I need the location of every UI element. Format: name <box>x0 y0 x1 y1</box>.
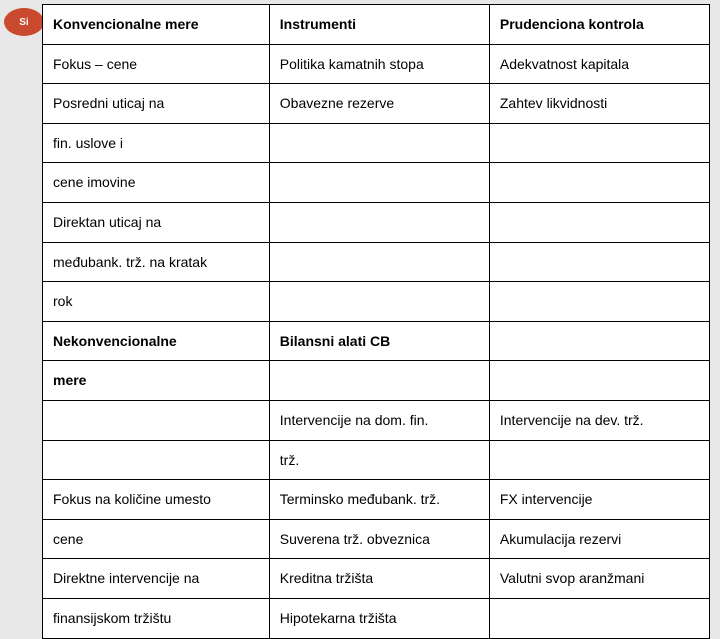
table-cell: Politika kamatnih stopa <box>269 44 489 84</box>
table-cell: trž. <box>269 440 489 480</box>
table-cell <box>269 242 489 282</box>
table-cell: Instrumenti <box>269 5 489 45</box>
table-cell <box>269 163 489 203</box>
table-cell: Suverena trž. obveznica <box>269 519 489 559</box>
table-cell: Posredni uticaj na <box>43 84 270 124</box>
table-cell: Intervencije na dom. fin. <box>269 400 489 440</box>
table-cell: Obavezne rezerve <box>269 84 489 124</box>
table-cell <box>269 282 489 322</box>
table-cell <box>489 242 709 282</box>
table-cell <box>269 123 489 163</box>
table-row: cene imovine <box>43 163 710 203</box>
table-cell: Fokus – cene <box>43 44 270 84</box>
table-cell: Konvencionalne mere <box>43 5 270 45</box>
table-row: Fokus – cenePolitika kamatnih stopaAdekv… <box>43 44 710 84</box>
table-cell: Direktne intervencije na <box>43 559 270 599</box>
table-cell: fin. uslove i <box>43 123 270 163</box>
table-cell <box>489 202 709 242</box>
table-cell: Fokus na količine umesto <box>43 480 270 520</box>
table-cell: Akumulacija rezervi <box>489 519 709 559</box>
table-cell: Hipotekarna tržišta <box>269 598 489 638</box>
table-cell: Valutni svop aranžmani <box>489 559 709 599</box>
table-row: Posredni uticaj naObavezne rezerveZahtev… <box>43 84 710 124</box>
table-cell <box>269 361 489 401</box>
table-row: trž. <box>43 440 710 480</box>
table-cell: cene imovine <box>43 163 270 203</box>
table-row: Fokus na količine umestoTerminsko međuba… <box>43 480 710 520</box>
table-row: fin. uslove i <box>43 123 710 163</box>
table-row: rok <box>43 282 710 322</box>
table-row: međubank. trž. na kratak <box>43 242 710 282</box>
table-row: Intervencije na dom. fin.Intervencije na… <box>43 400 710 440</box>
table-cell: Zahtev likvidnosti <box>489 84 709 124</box>
table-cell: međubank. trž. na kratak <box>43 242 270 282</box>
table-row: Direktan uticaj na <box>43 202 710 242</box>
table-cell <box>43 400 270 440</box>
table-cell: finansijskom tržištu <box>43 598 270 638</box>
table-cell <box>489 440 709 480</box>
table-row: mere <box>43 361 710 401</box>
main-table: Konvencionalne mereInstrumentiPrudencion… <box>42 4 710 639</box>
table-cell <box>489 123 709 163</box>
table-cell: Intervencije na dev. trž. <box>489 400 709 440</box>
table-row: Konvencionalne mereInstrumentiPrudencion… <box>43 5 710 45</box>
table-row: NekonvencionalneBilansni alati CB <box>43 321 710 361</box>
logo-badge: Si <box>4 8 44 36</box>
table-row: finansijskom tržištuHipotekarna tržišta <box>43 598 710 638</box>
table-cell <box>489 598 709 638</box>
table-cell: Adekvatnost kapitala <box>489 44 709 84</box>
table-row: ceneSuverena trž. obveznicaAkumulacija r… <box>43 519 710 559</box>
table-cell: cene <box>43 519 270 559</box>
table-cell <box>269 202 489 242</box>
table-cell: rok <box>43 282 270 322</box>
table-cell: Prudenciona kontrola <box>489 5 709 45</box>
table-cell: FX intervencije <box>489 480 709 520</box>
table-cell: mere <box>43 361 270 401</box>
table-cell: Bilansni alati CB <box>269 321 489 361</box>
table-cell <box>489 321 709 361</box>
table-cell <box>489 163 709 203</box>
table-cell <box>489 361 709 401</box>
table-cell: Kreditna tržišta <box>269 559 489 599</box>
table-row: Direktne intervencije naKreditna tržišta… <box>43 559 710 599</box>
table-cell <box>489 282 709 322</box>
table-cell: Nekonvencionalne <box>43 321 270 361</box>
table-cell <box>43 440 270 480</box>
table-cell: Direktan uticaj na <box>43 202 270 242</box>
table-cell: Terminsko međubank. trž. <box>269 480 489 520</box>
